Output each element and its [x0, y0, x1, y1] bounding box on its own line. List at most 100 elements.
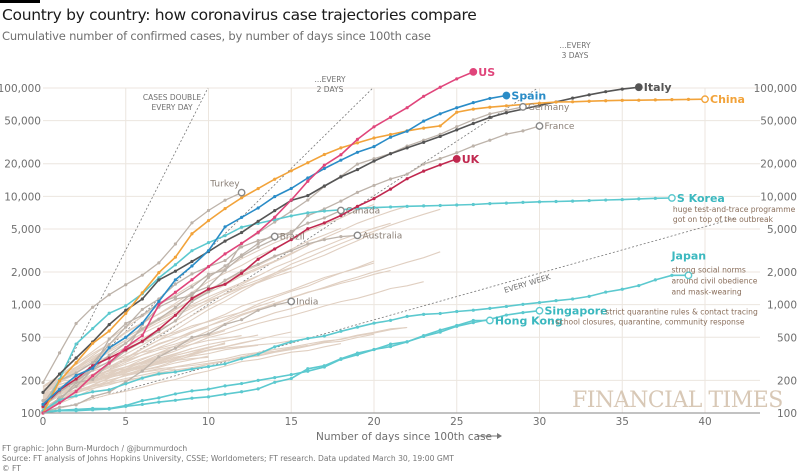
data-point	[471, 101, 475, 105]
data-point	[471, 107, 475, 111]
data-point	[223, 198, 227, 202]
data-point	[471, 118, 475, 122]
data-point	[488, 96, 492, 101]
data-point	[223, 225, 227, 229]
data-point	[223, 282, 227, 286]
series-brazil	[41, 234, 277, 406]
data-point	[240, 245, 244, 249]
data-point	[289, 198, 293, 202]
data-point	[157, 278, 161, 282]
data-point	[521, 311, 525, 315]
data-point	[190, 294, 194, 298]
data-point	[140, 369, 144, 373]
data-point	[107, 356, 111, 360]
data-point	[388, 205, 393, 209]
data-point	[223, 322, 227, 327]
data-point	[107, 342, 111, 347]
y-tick-label-left: 500	[21, 332, 41, 344]
reference-line	[42, 87, 209, 414]
data-point	[107, 390, 111, 394]
data-point	[206, 290, 211, 294]
data-point	[455, 106, 459, 110]
end-marker-s-korea	[668, 194, 676, 202]
data-point	[438, 311, 442, 316]
data-point	[306, 176, 310, 180]
data-point	[273, 376, 277, 380]
data-point	[157, 299, 161, 303]
data-point	[521, 200, 525, 204]
data-point	[422, 126, 426, 130]
data-point	[438, 203, 442, 208]
data-point	[488, 138, 492, 142]
data-point	[240, 357, 244, 361]
data-point	[240, 215, 244, 219]
data-point	[57, 398, 62, 402]
data-point	[571, 96, 575, 100]
data-point	[74, 384, 78, 389]
reference-line	[42, 87, 539, 414]
data-point	[173, 305, 177, 310]
data-point	[604, 99, 608, 103]
data-point	[422, 119, 426, 123]
data-point	[173, 255, 177, 259]
data-point	[405, 177, 409, 181]
series-label-turkey: Turkey	[209, 180, 240, 190]
footer-source: Source: FT analysis of Johns Hopkins Uni…	[2, 454, 454, 463]
data-point	[306, 211, 310, 215]
data-point	[173, 263, 177, 267]
data-point	[355, 162, 360, 166]
data-point	[107, 322, 111, 327]
data-point	[273, 220, 277, 224]
data-point	[57, 379, 62, 383]
series-label-us: US	[478, 66, 495, 79]
data-point	[206, 208, 211, 213]
data-point	[256, 387, 260, 391]
data-point	[289, 186, 293, 191]
reference-line-label: 3 DAYS	[562, 51, 589, 60]
data-point	[190, 272, 194, 276]
data-point	[322, 166, 326, 171]
data-point	[273, 380, 277, 384]
x-tick-label: 0	[40, 416, 47, 428]
data-point	[206, 272, 211, 276]
data-point	[240, 230, 244, 235]
data-point	[140, 402, 144, 407]
data-point	[388, 345, 393, 349]
series-label-australia: Australia	[362, 231, 402, 241]
data-point	[206, 275, 211, 280]
series-note-s-korea: huge test-and-trace programme got on top …	[673, 205, 796, 224]
data-point	[57, 372, 62, 376]
data-point	[157, 261, 161, 265]
data-point	[504, 111, 508, 115]
data-point	[587, 294, 591, 298]
data-point	[571, 199, 575, 203]
data-point	[124, 311, 128, 316]
background-country-line	[42, 330, 226, 393]
data-point	[140, 307, 144, 312]
data-point	[240, 271, 244, 275]
data-point	[372, 145, 376, 149]
y-tick-label-right: 200	[777, 375, 797, 387]
data-point	[173, 242, 177, 246]
data-point	[74, 321, 78, 326]
series-label-germany: Germany	[528, 103, 570, 113]
series-line-germany	[42, 106, 524, 402]
data-point	[140, 334, 144, 338]
data-point	[637, 197, 641, 201]
data-point	[74, 371, 78, 375]
series-line-india	[42, 300, 292, 413]
data-point	[388, 318, 393, 322]
end-marker-singapore	[535, 306, 544, 315]
data-point	[206, 287, 211, 291]
series-note-japan: strong social norms around civil obedienc…	[671, 265, 757, 296]
reference-line-label: 2 DAYS	[317, 85, 344, 94]
data-point	[604, 290, 608, 294]
data-point	[57, 401, 62, 405]
y-tick-label-right: 100,000	[754, 83, 797, 95]
data-point	[223, 264, 227, 268]
data-point	[240, 390, 244, 394]
series-line-hong-kong	[42, 319, 490, 414]
data-point	[157, 327, 161, 331]
data-point	[74, 356, 78, 360]
note-line: got on top of the outbreak	[673, 215, 774, 224]
